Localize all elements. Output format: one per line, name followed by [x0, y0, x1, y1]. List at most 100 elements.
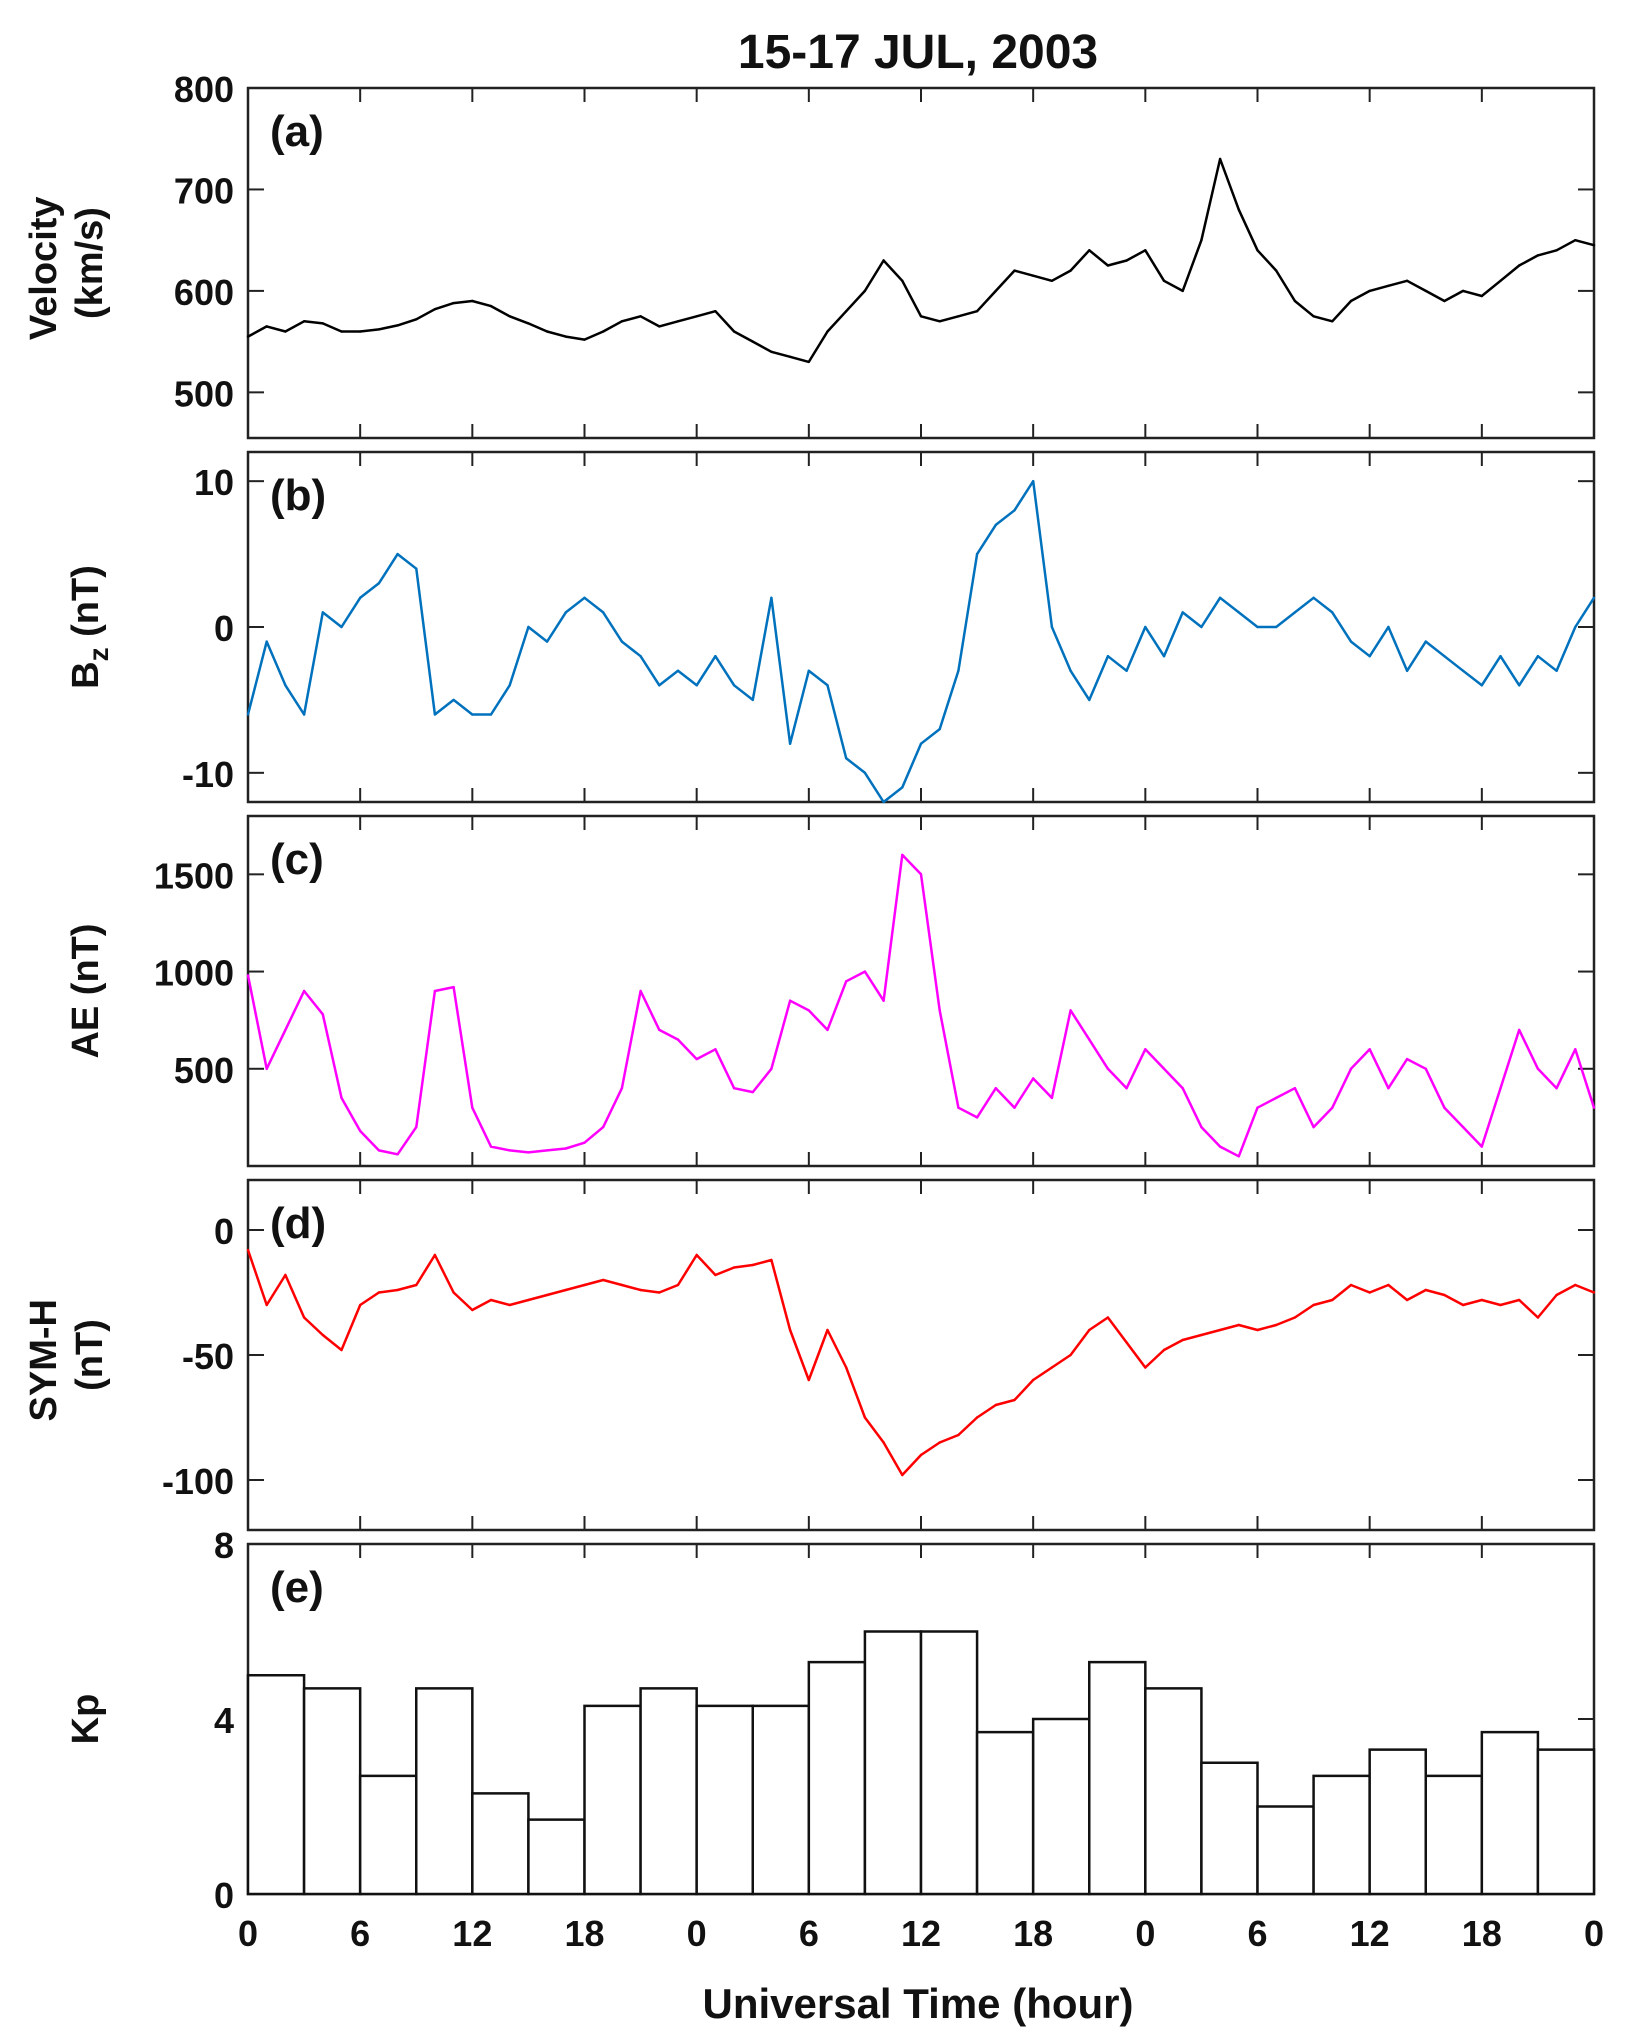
- data-point: [1293, 611, 1297, 614]
- data-point: [1256, 1106, 1259, 1109]
- data-point: [284, 1028, 287, 1032]
- data-point: [1125, 259, 1128, 262]
- data-point: [732, 1266, 736, 1269]
- data-point: [658, 325, 661, 328]
- data-point: [1144, 625, 1147, 629]
- x-ticks: [247, 452, 1595, 802]
- data-point: [732, 1087, 736, 1090]
- data-point: [1069, 1353, 1072, 1357]
- data-point: [1013, 1106, 1016, 1109]
- data-point: [975, 1116, 979, 1119]
- data-point: [1368, 1048, 1371, 1051]
- panel-kp: (e) Kp 0 4 8: [65, 1525, 1596, 1916]
- data-point: [1032, 480, 1035, 483]
- data-point: [919, 315, 923, 318]
- data-point: [415, 1283, 418, 1287]
- data-point: [1592, 1291, 1596, 1294]
- data-point: [545, 640, 549, 643]
- data-point: [788, 999, 792, 1002]
- data-point: [1555, 1293, 1558, 1297]
- data-point: [807, 1009, 810, 1012]
- data-point: [1275, 625, 1278, 629]
- data-point: [676, 1038, 680, 1041]
- data-point: [489, 1145, 493, 1148]
- data-point: [1237, 208, 1241, 211]
- data-point: [1331, 320, 1334, 323]
- data-point: [415, 567, 418, 570]
- y-tick-label: 700: [174, 170, 234, 211]
- data-point: [602, 1125, 605, 1129]
- kp-bar: [751, 1704, 811, 1896]
- panel-bz: (b) Bz (nT) -10 0 10: [65, 450, 1596, 804]
- data-point: [1349, 299, 1353, 303]
- data-point: [1144, 1366, 1147, 1369]
- y-ticks: 500 600 700 800: [174, 69, 1594, 414]
- data-point: [433, 1253, 437, 1257]
- panel-frame: [246, 814, 1596, 1168]
- data-point: [1368, 655, 1371, 658]
- data-point: [1125, 669, 1128, 672]
- data-point: [1518, 1298, 1521, 1302]
- data-point: [658, 1291, 661, 1294]
- data-point: [845, 310, 848, 313]
- data-point: [845, 1366, 848, 1369]
- data-point: [1050, 1366, 1054, 1369]
- data-point: [452, 698, 455, 702]
- data-point: [751, 1263, 754, 1267]
- data-point: [975, 552, 979, 556]
- panel-tag: (c): [270, 835, 324, 884]
- data-point: [508, 684, 511, 687]
- data-point: [564, 1288, 567, 1292]
- data-point: [1405, 669, 1409, 672]
- data-point: [1312, 1125, 1315, 1129]
- data-point: [1069, 269, 1072, 272]
- data-point: [1275, 1323, 1278, 1327]
- y-tick-label: 0: [214, 608, 234, 649]
- y-axis-label-line: SYM-H: [23, 1299, 65, 1421]
- data-point: [1032, 1077, 1035, 1080]
- data-point: [1518, 684, 1521, 687]
- data-point: [863, 970, 867, 973]
- data-point: [1405, 1298, 1409, 1302]
- data-point: [639, 989, 642, 993]
- kp-bar: [471, 1792, 530, 1896]
- data-point: [527, 322, 530, 325]
- data-point: [1293, 1316, 1297, 1319]
- data-point: [602, 330, 605, 333]
- data-point: [1237, 1155, 1241, 1158]
- data-point: [377, 1149, 381, 1152]
- data-point: [639, 315, 642, 318]
- data-point: [265, 325, 268, 328]
- data-point: [1125, 1341, 1128, 1344]
- data-point: [807, 1378, 810, 1382]
- data-point: [1293, 299, 1297, 303]
- data-point: [1181, 289, 1184, 293]
- data-point: [826, 1328, 829, 1332]
- data-point: [1275, 269, 1278, 272]
- data-point: [1349, 640, 1353, 643]
- data-point: [994, 289, 997, 293]
- data-point: [1443, 1106, 1446, 1109]
- data-point: [1256, 249, 1259, 252]
- data-point: [1106, 1067, 1110, 1071]
- x-tick-label: 6: [799, 1913, 819, 1954]
- data-point: [1088, 698, 1091, 702]
- data-point: [1144, 249, 1147, 252]
- data-point: [1106, 655, 1110, 658]
- data-point: [1050, 625, 1054, 629]
- data-point: [938, 1009, 941, 1012]
- data-point: [527, 625, 530, 629]
- data-point: [695, 1253, 698, 1257]
- data-point: [1424, 1288, 1428, 1292]
- kp-bar: [919, 1630, 979, 1896]
- y-axis-label-line: (km/s): [69, 207, 111, 319]
- data-point: [359, 330, 362, 333]
- y-axis-label-line: Velocity: [23, 196, 65, 340]
- data-point: [1536, 1316, 1540, 1319]
- data-point: [1592, 1106, 1596, 1109]
- data-point: [452, 985, 455, 989]
- data-point: [1050, 1096, 1054, 1100]
- data-point: [433, 713, 437, 716]
- data-point: [994, 1087, 997, 1090]
- data-point: [676, 1283, 680, 1287]
